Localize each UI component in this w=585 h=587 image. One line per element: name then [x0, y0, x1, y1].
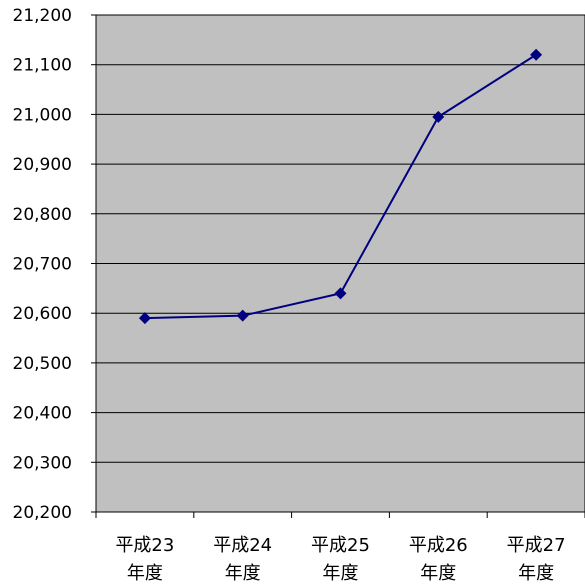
x-tick-label: 平成25 年度: [311, 535, 370, 584]
data-point-marker: [138, 312, 151, 325]
x-tick-label: 平成27 年度: [507, 535, 566, 584]
y-axis: 20,200 20,300 20,400 20,500 20,600 20,700 20,8…: [13, 6, 96, 523]
y-tick-label: 20,200: [13, 503, 72, 523]
x-axis: 平成23 年度 平成24 年度 平成25 年度 平成26 年度 平成27 年度: [95, 512, 585, 584]
gridlines: [96, 64, 585, 463]
y-tick-label: 21,200: [13, 6, 72, 26]
x-tick-label-line: 平成25: [311, 535, 370, 556]
data-point-marker: [432, 110, 445, 123]
y-tick-label: 20,900: [13, 155, 72, 175]
series-layer: [138, 48, 543, 325]
x-tick-label-line: 年度: [420, 563, 456, 584]
x-tick-label: 平成24 年度: [213, 535, 272, 584]
y-tick-label: 21,000: [13, 105, 72, 125]
x-tick-label: 平成23 年度: [115, 535, 174, 584]
x-tick-label-line: 年度: [323, 563, 359, 584]
x-tick-label: 平成26 年度: [409, 535, 468, 584]
y-tick-label: 20,500: [13, 354, 72, 374]
y-tick-label: 20,800: [13, 205, 72, 225]
y-tick-label: 20,400: [13, 404, 72, 424]
x-tick-label-line: 平成23: [115, 535, 174, 556]
x-tick-label-line: 年度: [127, 563, 163, 584]
x-tick-label-line: 年度: [518, 563, 554, 584]
x-tick-label-line: 年度: [225, 563, 261, 584]
data-point-marker: [334, 287, 347, 300]
x-tick-label-line: 平成24: [213, 535, 272, 556]
y-tick-label: 20,700: [13, 255, 72, 275]
x-tick-label-line: 平成26: [409, 535, 468, 556]
y-tick-label: 21,100: [13, 56, 72, 76]
data-point-marker: [236, 309, 249, 322]
y-tick-label: 20,300: [13, 453, 72, 473]
x-tick-label-line: 平成27: [507, 535, 566, 556]
data-point-marker: [530, 48, 543, 61]
y-tick-label: 20,600: [13, 304, 72, 324]
